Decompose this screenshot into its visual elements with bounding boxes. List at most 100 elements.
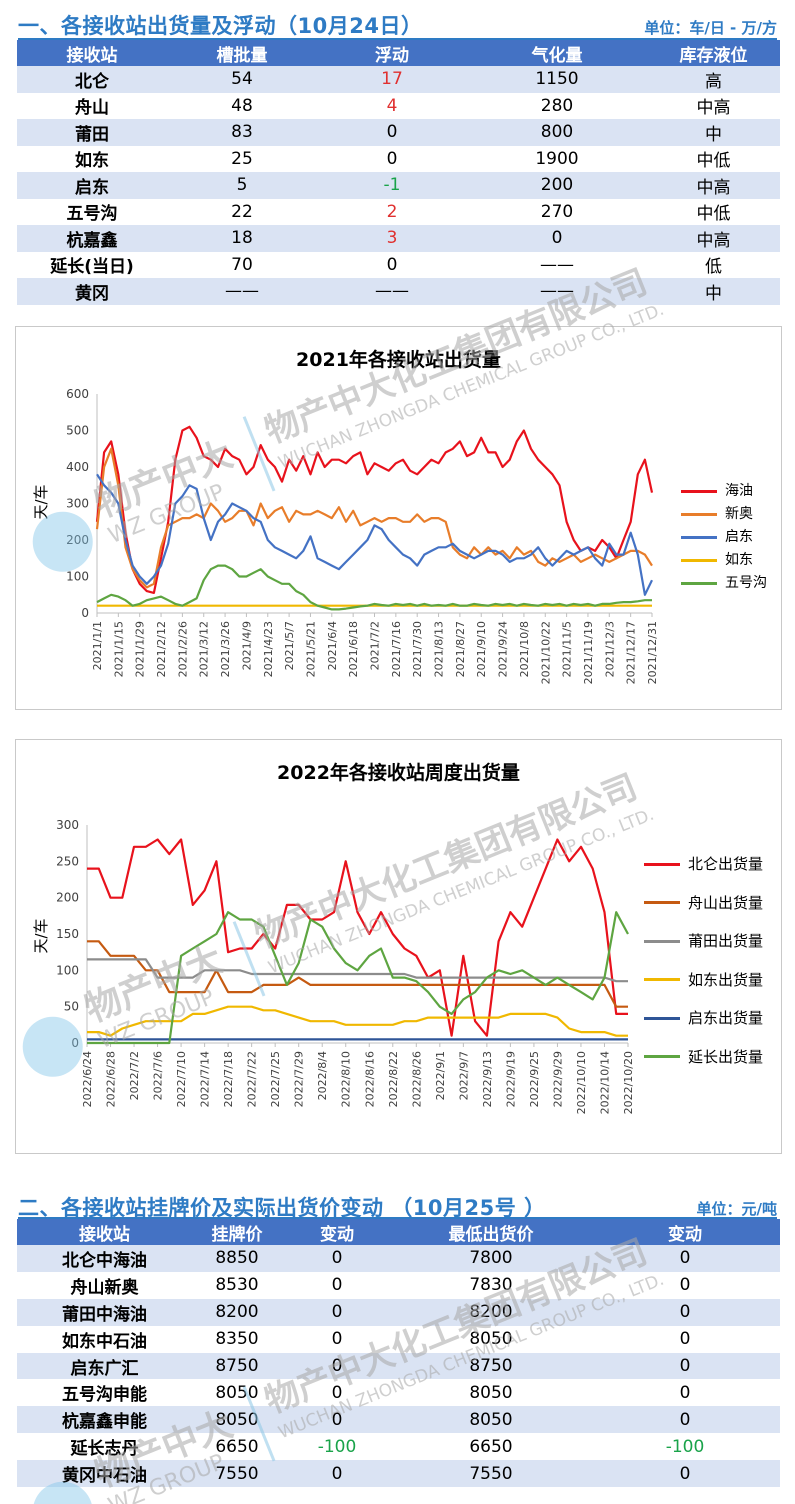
series-line-6 (87, 911, 629, 1045)
x-tick-label: 2021/12/31 (646, 621, 659, 684)
station-name: 黄冈 (17, 278, 167, 305)
legend-label: 启东 (725, 529, 753, 545)
x-tick-label: 2021/5/7 (283, 621, 296, 670)
x-tick-label: 2022/7/6 (152, 1051, 165, 1100)
gas-value: —— (467, 251, 647, 278)
station-name: 莆田中海油 (17, 1298, 192, 1326)
table-row: 如东中石油 8350 0 8050 0 (17, 1325, 780, 1353)
batch-value: 25 (167, 145, 317, 172)
table-row: 北仑中海油 8850 0 7800 0 (17, 1245, 780, 1272)
min-price-change: -100 (590, 1433, 780, 1461)
station-name: 北仑 (17, 66, 167, 93)
x-tick-label: 2021/3/12 (198, 621, 211, 677)
list-price-change: 0 (282, 1379, 392, 1407)
column-header: 接收站 (17, 40, 167, 66)
legend-item: 莆田出货量 (644, 922, 763, 961)
station-name: 五号沟申能 (17, 1379, 192, 1407)
x-tick-label: 2022/8/22 (387, 1051, 400, 1107)
legend-label: 五号沟 (725, 575, 767, 591)
float-value: 0 (317, 119, 467, 146)
x-tick-label: 2022/9/19 (504, 1051, 517, 1107)
station-name: 如东 (17, 145, 167, 172)
gas-value: 1150 (467, 66, 647, 93)
legend-swatch (681, 582, 717, 585)
x-tick-label: 2021/7/30 (411, 621, 424, 677)
list-price: 8750 (192, 1352, 282, 1380)
x-tick-label: 2022/8/16 (363, 1051, 376, 1107)
y-tick-label: 0 (71, 1036, 79, 1050)
section1-unit: 单位：车/日 - 万/方 (644, 19, 777, 37)
station-name: 杭嘉鑫申能 (17, 1406, 192, 1434)
price-table: 接收站 挂牌价 变动 最低出货价 变动 北仑中海油 8850 0 7800 0 舟山新奥 8530 0… (17, 1219, 780, 1488)
gas-value: 800 (467, 119, 647, 146)
level-value: 中高 (647, 92, 780, 119)
x-tick-label: 2021/9/24 (497, 621, 510, 677)
chart-2022-legend: 北仑出货量 舟山出货量 莆田出货量 如东出货量 启东出货量 延长出货量 (644, 845, 763, 1076)
chart-2022-title: 2022年各接收站周度出货量 (277, 762, 520, 784)
table-row: 黄冈中石油 7550 0 7550 0 (17, 1460, 780, 1488)
y-tick-label: 200 (56, 891, 79, 905)
x-tick-label: 2022/9/13 (481, 1051, 494, 1107)
legend-swatch (644, 1055, 680, 1059)
legend-item: 如东出货量 (644, 961, 763, 1000)
x-tick-label: 2022/7/10 (175, 1051, 188, 1107)
chart-2021-container: 2021年各接收站出货量 0 100 200 300 400 500 600 天/车 2021/… (15, 326, 782, 710)
section2-unit: 单位：元/吨 (696, 1200, 777, 1218)
x-tick-label: 2022/7/22 (246, 1051, 259, 1107)
legend-item: 北仑出货量 (644, 845, 763, 884)
station-name: 如东中石油 (17, 1325, 192, 1353)
x-tick-label: 2021/3/26 (219, 621, 232, 677)
legend-label: 海油 (725, 483, 753, 499)
x-tick-label: 2022/9/7 (457, 1051, 470, 1100)
level-value: 中高 (647, 225, 780, 252)
legend-label: 如东出货量 (688, 970, 764, 989)
list-price-change: -100 (282, 1433, 392, 1461)
level-value: 中 (647, 278, 780, 305)
level-value: 中高 (647, 172, 780, 199)
y-tick-label: 200 (66, 533, 89, 547)
table-row: 如东 25 0 1900 中低 (17, 145, 780, 172)
legend-label: 延长出货量 (688, 1047, 764, 1066)
batch-value: —— (167, 278, 317, 305)
table-row: 莆田 83 0 800 中 (17, 119, 780, 146)
x-tick-label: 2022/8/4 (316, 1051, 329, 1100)
column-header: 气化量 (467, 40, 647, 66)
station-name: 启东 (17, 172, 167, 199)
series-line-5 (96, 564, 652, 611)
min-price-change: 0 (590, 1325, 780, 1353)
min-price-change: 0 (590, 1271, 780, 1299)
gas-value: 270 (467, 198, 647, 225)
station-name: 延长志丹 (17, 1433, 192, 1461)
station-name: 杭嘉鑫 (17, 225, 167, 252)
x-tick-label: 2021/7/2 (369, 621, 382, 670)
list-price: 6650 (192, 1433, 282, 1461)
min-price-change: 0 (590, 1379, 780, 1407)
x-tick-label: 2021/12/3 (603, 621, 616, 677)
float-value: 2 (317, 198, 467, 225)
table-row: 启东广汇 8750 0 8750 0 (17, 1352, 780, 1380)
min-price-change: 0 (590, 1298, 780, 1326)
legend-swatch (644, 862, 680, 866)
x-tick-label: 2022/10/10 (575, 1051, 588, 1114)
table-row: 黄冈 —— —— —— 中 (17, 278, 780, 305)
legend-swatch (681, 513, 717, 516)
y-tick-label: 100 (66, 570, 89, 584)
station-name: 黄冈中石油 (17, 1460, 192, 1488)
column-header: 槽批量 (167, 40, 317, 66)
x-tick-label: 2022/8/10 (340, 1051, 353, 1107)
x-tick-label: 2021/1/15 (112, 621, 125, 677)
x-tick-label: 2022/8/26 (410, 1051, 423, 1107)
legend-item: 舟山出货量 (644, 884, 763, 923)
level-value: 中 (647, 119, 780, 146)
batch-value: 54 (167, 66, 317, 93)
legend-swatch (644, 901, 680, 905)
x-tick-label: 2022/7/25 (269, 1051, 282, 1107)
batch-value: 48 (167, 92, 317, 119)
min-price-change: 0 (590, 1352, 780, 1380)
x-tick-label: 2022/9/1 (434, 1051, 447, 1100)
x-tick-label: 2021/6/4 (326, 621, 339, 670)
series-line-1 (95, 425, 654, 594)
section1-divider (18, 38, 777, 40)
x-tick-label: 2021/2/26 (176, 621, 189, 677)
x-tick-label: 2021/2/12 (155, 621, 168, 677)
